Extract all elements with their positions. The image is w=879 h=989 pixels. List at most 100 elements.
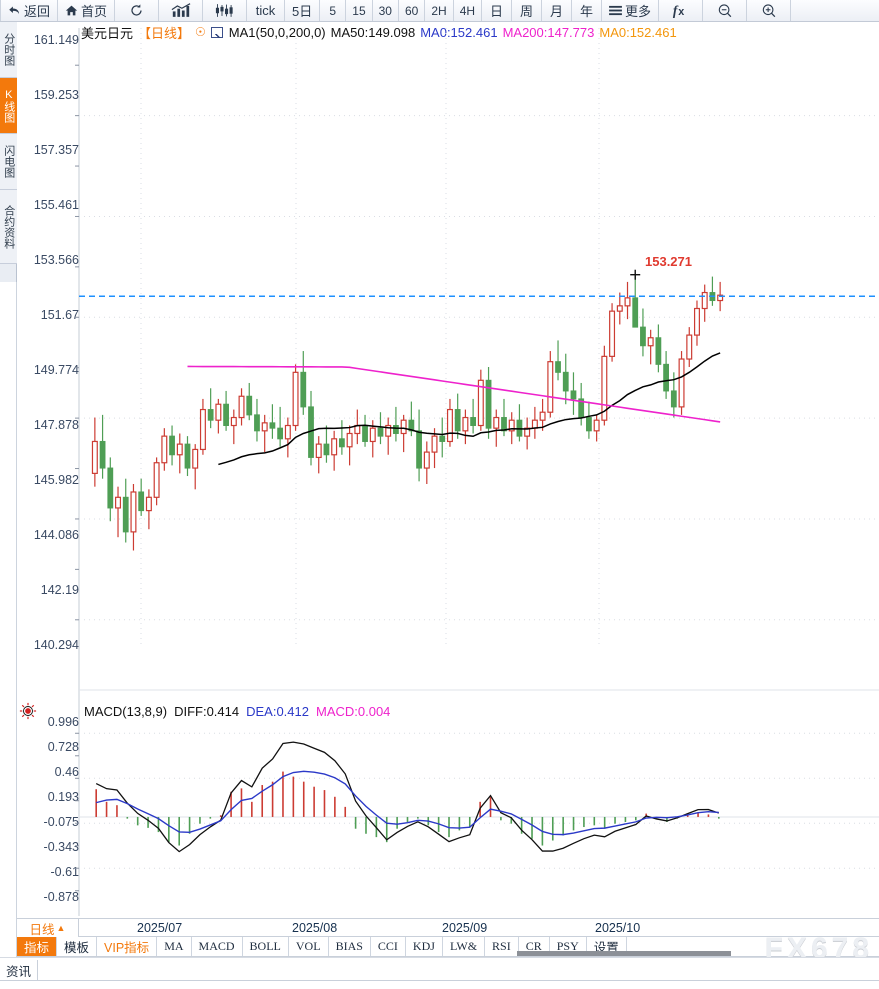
chart-canvas[interactable] bbox=[17, 22, 879, 918]
rail-item-contract[interactable]: 合约资料 bbox=[0, 190, 17, 264]
fx-button[interactable]: f x bbox=[659, 0, 704, 21]
indicator-item-11[interactable]: RSI bbox=[485, 937, 519, 956]
tf-month-button[interactable]: 月 bbox=[542, 0, 573, 21]
rail-label-lightning: 闪电图 bbox=[2, 145, 15, 178]
chart-area[interactable]: 美元日元 【日线】 ☉ MA1(50,0,200,0) MA50:149.098… bbox=[17, 22, 879, 918]
macd-y-tick: -0.878 bbox=[43, 890, 79, 904]
y-tick: 140.294 bbox=[33, 638, 79, 652]
macd-y-tick: -0.075 bbox=[43, 815, 79, 829]
left-rail-filler bbox=[0, 282, 17, 989]
price-y-axis: 161.149 159.253 157.357 155.461 153.566 … bbox=[17, 22, 79, 918]
period-selector[interactable]: 日线 ▲ bbox=[17, 919, 79, 937]
home-icon bbox=[65, 5, 78, 16]
indicator-item-0[interactable]: 指标 bbox=[17, 937, 58, 956]
y-tick: 161.149 bbox=[33, 33, 79, 47]
indicator-item-1[interactable]: 模板 bbox=[57, 937, 98, 956]
period-chip-label: 日线 bbox=[29, 922, 55, 937]
svg-text:x: x bbox=[678, 6, 684, 18]
rail-label-contract: 合约资料 bbox=[2, 204, 15, 249]
crosshair-icon[interactable]: ☉ bbox=[195, 25, 206, 39]
more-button[interactable]: 更多 bbox=[602, 0, 660, 21]
tf-30-button[interactable]: 30 bbox=[372, 0, 399, 21]
macd-legend: MACD(13,8,9) DIFF:0.414 DEA:0.412 MACD:0… bbox=[84, 704, 390, 719]
rail-item-kchart[interactable]: K线图 bbox=[0, 78, 17, 134]
zoom-in-button[interactable] bbox=[747, 0, 792, 21]
tf-week-button[interactable]: 周 bbox=[512, 0, 543, 21]
y-tick: 155.461 bbox=[33, 198, 79, 212]
indicator-item-2[interactable]: VIP指标 bbox=[97, 937, 158, 956]
indicator-label: MACD bbox=[198, 939, 235, 953]
fx-icon: f x bbox=[672, 3, 684, 18]
macd-y-tick: -0.343 bbox=[43, 840, 79, 854]
refresh-button[interactable] bbox=[115, 0, 160, 21]
horizontal-scrollbar[interactable] bbox=[517, 951, 731, 956]
indicator-item-10[interactable]: LW& bbox=[443, 937, 486, 956]
home-button[interactable]: 首页 bbox=[58, 0, 116, 21]
settings-sun-icon[interactable] bbox=[19, 702, 37, 720]
macd-y-tick: 0.996 bbox=[47, 715, 79, 729]
indicator-label: CCI bbox=[377, 939, 398, 953]
candlestick-button[interactable] bbox=[203, 0, 248, 21]
back-label: 返回 bbox=[24, 4, 51, 19]
symbol-name: 美元日元 bbox=[81, 25, 134, 41]
high-price-label: 153.271 bbox=[645, 254, 692, 269]
tf-60-button[interactable]: 60 bbox=[398, 0, 426, 21]
indicator-item-5[interactable]: BOLL bbox=[243, 937, 289, 956]
tf-week-label: 周 bbox=[520, 4, 534, 19]
rail-item-timechart[interactable]: 分时图 bbox=[0, 22, 17, 78]
tf-5d-button[interactable]: 5日 bbox=[285, 0, 321, 21]
indicator-label: KDJ bbox=[412, 939, 435, 953]
indicator-item-9[interactable]: KDJ bbox=[406, 937, 443, 956]
tf-5-button[interactable]: 5 bbox=[320, 0, 347, 21]
zoom-out-button[interactable] bbox=[703, 0, 748, 21]
ma-formula: MA1(50,0,200,0) bbox=[228, 24, 326, 40]
news-bar: 资讯 bbox=[0, 957, 879, 989]
y-tick: 151.67 bbox=[40, 308, 79, 322]
news-divider bbox=[38, 980, 879, 981]
macd-title: MACD(13,8,9) bbox=[84, 704, 168, 719]
indicator-item-13[interactable]: PSY bbox=[550, 937, 587, 956]
period-chip-arrow: ▲ bbox=[56, 923, 66, 933]
y-tick: 144.086 bbox=[33, 528, 79, 542]
indicator-label: 指标 bbox=[24, 941, 50, 955]
tf-15-label: 15 bbox=[352, 3, 366, 18]
indicator-item-12[interactable]: CR bbox=[519, 937, 550, 956]
tf-year-label: 年 bbox=[580, 4, 594, 19]
ma200-value: MA200:147.773 bbox=[502, 24, 595, 40]
x-tick: 2025/07 bbox=[137, 921, 183, 935]
tf-15-button[interactable]: 15 bbox=[346, 0, 373, 21]
ma0-orange-value: MA0:152.461 bbox=[599, 24, 677, 40]
bar-chart-button[interactable] bbox=[159, 0, 204, 21]
tf-2h-button[interactable]: 2H bbox=[425, 0, 454, 21]
candlestick-icon bbox=[215, 4, 233, 17]
left-rail: 分时图 K线图 闪电图 合约资料 bbox=[0, 22, 17, 282]
hamburger-icon bbox=[609, 5, 622, 16]
indicator-item-4[interactable]: MACD bbox=[192, 937, 243, 956]
period-label: 【日线】 bbox=[138, 25, 191, 41]
tf-day-button[interactable]: 日 bbox=[482, 0, 513, 21]
indicator-item-7[interactable]: BIAS bbox=[329, 937, 371, 956]
indicator-label: 模板 bbox=[64, 941, 90, 955]
indicator-item-8[interactable]: CCI bbox=[371, 937, 406, 956]
y-tick: 149.774 bbox=[33, 363, 79, 377]
indicator-label: MA bbox=[164, 939, 184, 953]
tf-day-label: 日 bbox=[490, 4, 504, 19]
indicator-label: LW& bbox=[449, 939, 478, 953]
tf-4h-button[interactable]: 4H bbox=[453, 0, 483, 21]
tf-5d-label: 5日 bbox=[292, 4, 313, 19]
back-button[interactable]: 返回 bbox=[0, 0, 59, 21]
tf-tick-button[interactable]: tick bbox=[247, 0, 286, 21]
tf-year-button[interactable]: 年 bbox=[572, 0, 603, 21]
tab-news[interactable]: 资讯 bbox=[0, 960, 38, 981]
tf-30-label: 30 bbox=[378, 3, 392, 18]
indicator-bar: 指标 模板 VIP指标 MA MACD BOLL VOL BIAS CCI KDJ LW& RSI CR… bbox=[17, 932, 879, 965]
indicator-item-6[interactable]: VOL bbox=[289, 937, 329, 956]
rail-item-lightning[interactable]: 闪电图 bbox=[0, 134, 17, 190]
indicator-label: BIAS bbox=[335, 939, 363, 953]
news-body bbox=[0, 982, 879, 989]
zoom-out-icon bbox=[718, 3, 731, 17]
indicator-item-3[interactable]: MA bbox=[157, 937, 192, 956]
tf-5-label: 5 bbox=[329, 3, 337, 18]
macd-macd-value: MACD:0.004 bbox=[315, 704, 391, 719]
